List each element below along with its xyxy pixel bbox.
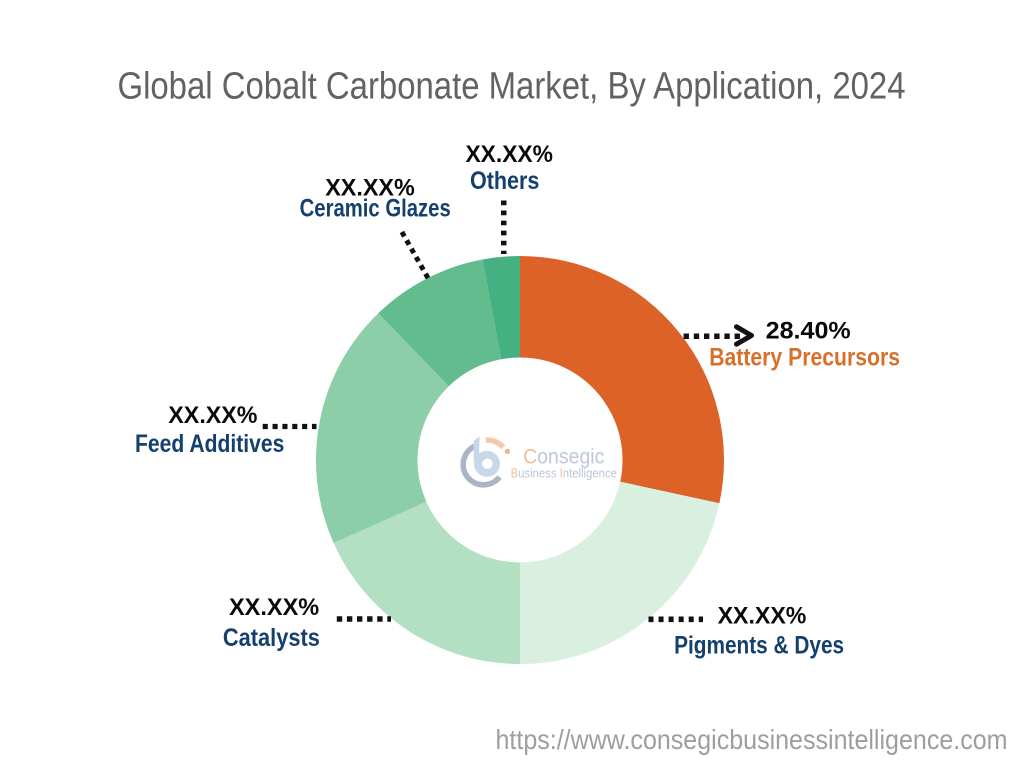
svg-text:XX.XX%: XX.XX% [325,175,415,202]
svg-text:28.40%: 28.40% [766,318,851,345]
svg-text:Pigments & Dyes: Pigments & Dyes [674,632,844,660]
svg-text:Battery Precursors: Battery Precursors [709,343,900,371]
svg-text:Others: Others [470,167,540,195]
svg-text:Consegic: Consegic [523,445,604,468]
svg-text:XX.XX%: XX.XX% [718,602,807,629]
svg-text:Ceramic Glazes: Ceramic Glazes [300,195,451,223]
svg-text:Feed Additives: Feed Additives [135,430,284,458]
svg-text:https://www.consegicbusinessin: https://www.consegicbusinessintelligence… [496,724,1008,755]
svg-text:Global Cobalt Carbonate Market: Global Cobalt Carbonate Market, By Appli… [118,65,906,107]
svg-text:XX.XX%: XX.XX% [229,594,319,621]
svg-text:XX.XX%: XX.XX% [465,141,553,168]
svg-text:XX.XX%: XX.XX% [168,402,257,429]
svg-text:Business Intelligence: Business Intelligence [511,466,617,481]
svg-text:Catalysts: Catalysts [223,624,320,652]
